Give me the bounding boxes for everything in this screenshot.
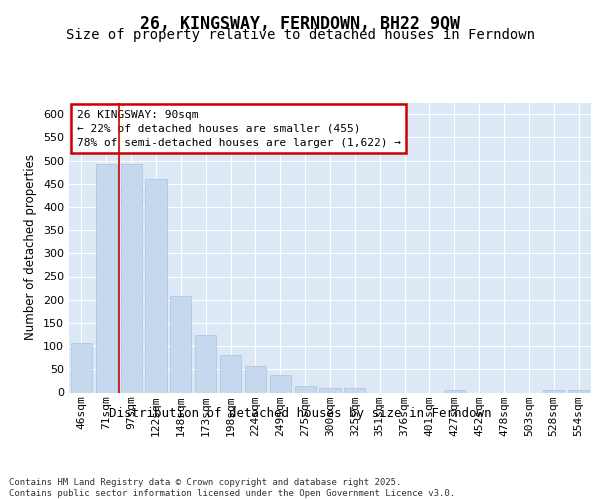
Text: Distribution of detached houses by size in Ferndown: Distribution of detached houses by size …	[109, 408, 491, 420]
Bar	[145, 179, 167, 392]
Bar	[170, 296, 191, 392]
Text: 26, KINGSWAY, FERNDOWN, BH22 9QW: 26, KINGSWAY, FERNDOWN, BH22 9QW	[140, 15, 460, 33]
Bar	[543, 390, 564, 392]
Bar	[444, 390, 465, 392]
Bar	[195, 335, 216, 392]
Text: Size of property relative to detached houses in Ferndown: Size of property relative to detached ho…	[65, 28, 535, 42]
Bar	[220, 355, 241, 393]
Bar	[71, 343, 92, 392]
Bar	[270, 375, 291, 392]
Bar	[344, 388, 365, 392]
Bar	[245, 366, 266, 392]
Text: 26 KINGSWAY: 90sqm
← 22% of detached houses are smaller (455)
78% of semi-detach: 26 KINGSWAY: 90sqm ← 22% of detached hou…	[77, 110, 401, 148]
Bar	[568, 390, 589, 392]
Bar	[121, 164, 142, 392]
Bar	[96, 164, 117, 392]
Y-axis label: Number of detached properties: Number of detached properties	[25, 154, 37, 340]
Bar	[295, 386, 316, 392]
Text: Contains HM Land Registry data © Crown copyright and database right 2025.
Contai: Contains HM Land Registry data © Crown c…	[9, 478, 455, 498]
Bar	[319, 388, 341, 392]
